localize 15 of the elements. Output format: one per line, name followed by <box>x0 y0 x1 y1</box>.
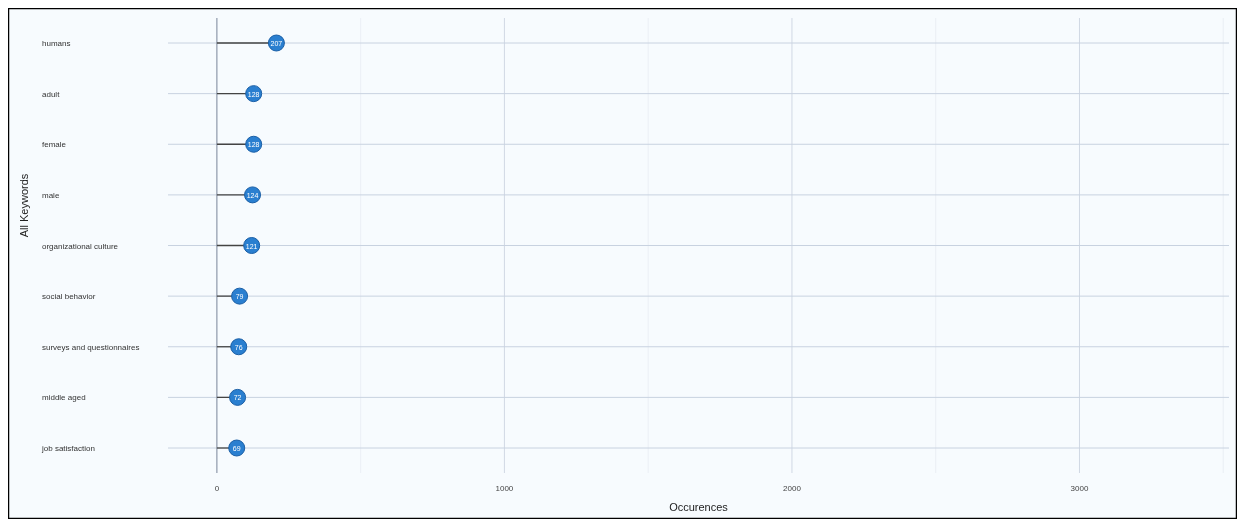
x-tick-label: 0 <box>214 484 220 493</box>
x-tick-label: 2000 <box>783 484 802 493</box>
x-tick-label: 3000 <box>1070 484 1089 493</box>
y-tick-label: female <box>42 140 67 150</box>
y-tick-label: organizational culture <box>42 241 119 251</box>
y-tick-label: middle aged <box>42 393 86 403</box>
y-tick-label: surveys and questionnaires <box>42 342 140 352</box>
x-tick-label: 1000 <box>495 484 514 493</box>
y-axis-title: All Keywords <box>18 173 30 238</box>
y-tick-label: humans <box>42 39 71 48</box>
y-tick-label: male <box>42 190 60 200</box>
x-axis-title: Occurences <box>669 501 729 513</box>
y-tick-label: job satisfaction <box>41 444 95 453</box>
y-tick-label: adult <box>42 89 61 99</box>
y-tick-label: social behavior <box>42 292 96 302</box>
